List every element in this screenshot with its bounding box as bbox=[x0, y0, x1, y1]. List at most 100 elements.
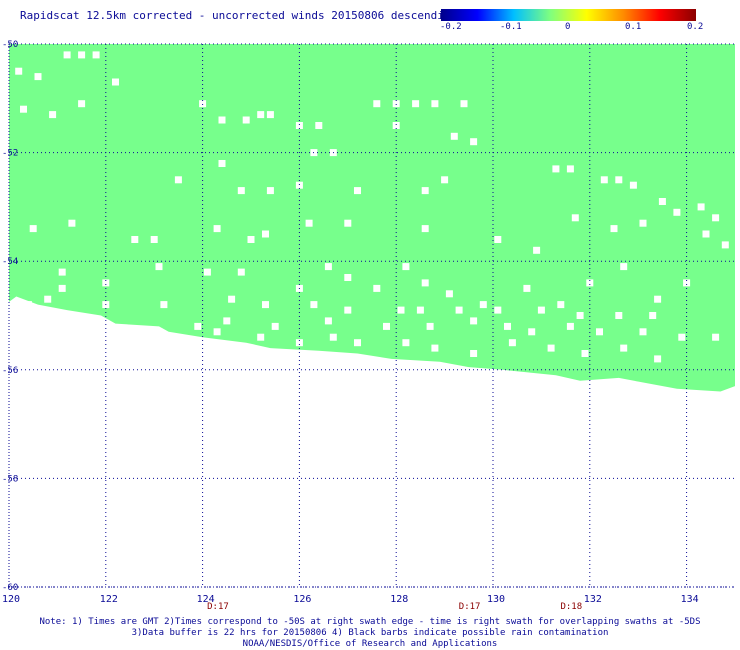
data-gap-cell bbox=[58, 268, 66, 276]
note-line-2: 3)Data buffer is 22 hrs for 20150806 4) … bbox=[131, 628, 609, 638]
data-gap-cell bbox=[78, 51, 86, 59]
data-gap-cell bbox=[397, 306, 405, 314]
data-gap-cell bbox=[295, 122, 303, 129]
data-gap-cell bbox=[683, 279, 691, 287]
data-gap-cell bbox=[392, 122, 400, 129]
latitude-tick-label: -50 bbox=[2, 40, 18, 50]
data-gap-cell bbox=[494, 306, 502, 314]
data-gap-cell bbox=[416, 306, 424, 314]
data-gap-cell bbox=[566, 322, 574, 330]
data-gap-cell bbox=[29, 225, 37, 233]
data-gap-cell bbox=[654, 355, 662, 363]
data-gap-cell bbox=[223, 317, 231, 325]
data-gap-cell bbox=[402, 263, 410, 271]
longitude-tick-label: 130 bbox=[487, 594, 505, 605]
data-gap-cell bbox=[620, 344, 628, 352]
data-gap-cell bbox=[131, 236, 139, 243]
data-gap-cell bbox=[20, 105, 27, 113]
data-gap-cell bbox=[295, 181, 303, 189]
data-gap-cell bbox=[58, 284, 66, 292]
data-gap-cell bbox=[49, 111, 57, 119]
data-gap-cell bbox=[373, 284, 381, 292]
data-gap-cell bbox=[63, 51, 71, 59]
colorbar-tick-label: 0.1 bbox=[625, 22, 642, 32]
data-gap-cell bbox=[150, 236, 158, 243]
data-gap-cell bbox=[649, 312, 657, 319]
data-gap-cell bbox=[15, 67, 23, 75]
data-gap-cell bbox=[421, 279, 429, 287]
data-gap-cell bbox=[426, 322, 434, 330]
data-gap-cell bbox=[721, 241, 729, 249]
data-gap-cell bbox=[639, 219, 647, 227]
data-gap-cell bbox=[479, 301, 487, 309]
data-gap-cell bbox=[581, 350, 589, 357]
data-gap-cell bbox=[523, 284, 531, 292]
wind-swath bbox=[9, 44, 735, 392]
data-gap-cell bbox=[383, 322, 390, 330]
data-gap-cell bbox=[571, 214, 579, 222]
data-gap-cell bbox=[470, 317, 478, 325]
longitude-tick-label: 132 bbox=[584, 594, 602, 605]
data-gap-cell bbox=[257, 111, 265, 119]
data-gap-cell bbox=[354, 339, 361, 347]
map-title: Rapidscat 12.5km corrected - uncorrected… bbox=[20, 9, 458, 22]
data-gap-cell bbox=[431, 344, 439, 352]
data-gap-cell bbox=[537, 306, 545, 314]
data-gap-cell bbox=[533, 246, 541, 254]
data-gap-cell bbox=[68, 312, 76, 319]
data-gap-cell bbox=[237, 268, 245, 276]
data-gap-cell bbox=[112, 78, 119, 86]
data-gap-cell bbox=[344, 219, 352, 227]
data-gap-cell bbox=[262, 230, 269, 238]
latitude-tick-label: -56 bbox=[2, 366, 18, 376]
data-gap-cell bbox=[392, 100, 400, 108]
time-marker-label: D:17 bbox=[207, 602, 229, 612]
data-gap-cell bbox=[552, 165, 560, 173]
time-marker-label: D:18 bbox=[560, 602, 582, 612]
data-gap-cell bbox=[658, 198, 666, 205]
data-gap-cell bbox=[266, 111, 274, 119]
data-gap-cell bbox=[237, 187, 245, 195]
data-gap-cell bbox=[310, 301, 318, 309]
data-gap-cell bbox=[504, 322, 511, 330]
data-gap-cell bbox=[421, 225, 429, 233]
data-gap-cell bbox=[266, 187, 274, 195]
data-gap-cell bbox=[15, 317, 23, 325]
data-gap-cell bbox=[547, 344, 555, 352]
data-gap-cell bbox=[199, 100, 207, 108]
latitude-tick-label: -60 bbox=[2, 583, 18, 593]
note-line-1: Note: 1) Times are GMT 2)Times correspon… bbox=[39, 617, 701, 627]
data-gap-cell bbox=[712, 333, 720, 341]
data-gap-cell bbox=[218, 116, 226, 124]
data-gap-cell bbox=[528, 328, 536, 336]
data-gap-cell bbox=[271, 322, 279, 330]
colorbar-tick-label: -0.2 bbox=[440, 22, 462, 32]
data-gap-cell bbox=[373, 100, 381, 108]
data-gap-cell bbox=[213, 328, 221, 336]
data-gap-cell bbox=[92, 51, 100, 59]
data-gap-cell bbox=[600, 176, 608, 184]
data-gap-cell bbox=[68, 219, 76, 227]
data-gap-cell bbox=[596, 328, 603, 336]
data-gap-cell bbox=[218, 160, 226, 167]
note-line-3: NOAA/NESDIS/Office of Research and Appli… bbox=[242, 639, 498, 649]
data-gap-cell bbox=[344, 306, 352, 314]
colorbar-tick-label: 0.2 bbox=[687, 22, 704, 32]
data-gap-cell bbox=[615, 176, 623, 184]
data-gap-cell bbox=[257, 333, 265, 341]
data-gap-cell bbox=[654, 295, 662, 303]
data-gap-cell bbox=[576, 312, 584, 319]
data-gap-cell bbox=[305, 219, 313, 227]
data-gap-cell bbox=[508, 339, 516, 347]
data-gap-cell bbox=[155, 263, 163, 271]
data-gap-cell bbox=[586, 279, 594, 287]
data-gap-cell bbox=[557, 301, 565, 309]
data-gap-cell bbox=[354, 187, 361, 195]
data-gap-cell bbox=[431, 100, 439, 108]
data-gap-cell bbox=[155, 328, 163, 336]
colorbar-tick-label: 0 bbox=[565, 22, 571, 32]
longitude-tick-label: 126 bbox=[293, 594, 311, 605]
data-gap-cell bbox=[673, 208, 681, 216]
data-gap-cell bbox=[460, 100, 468, 108]
